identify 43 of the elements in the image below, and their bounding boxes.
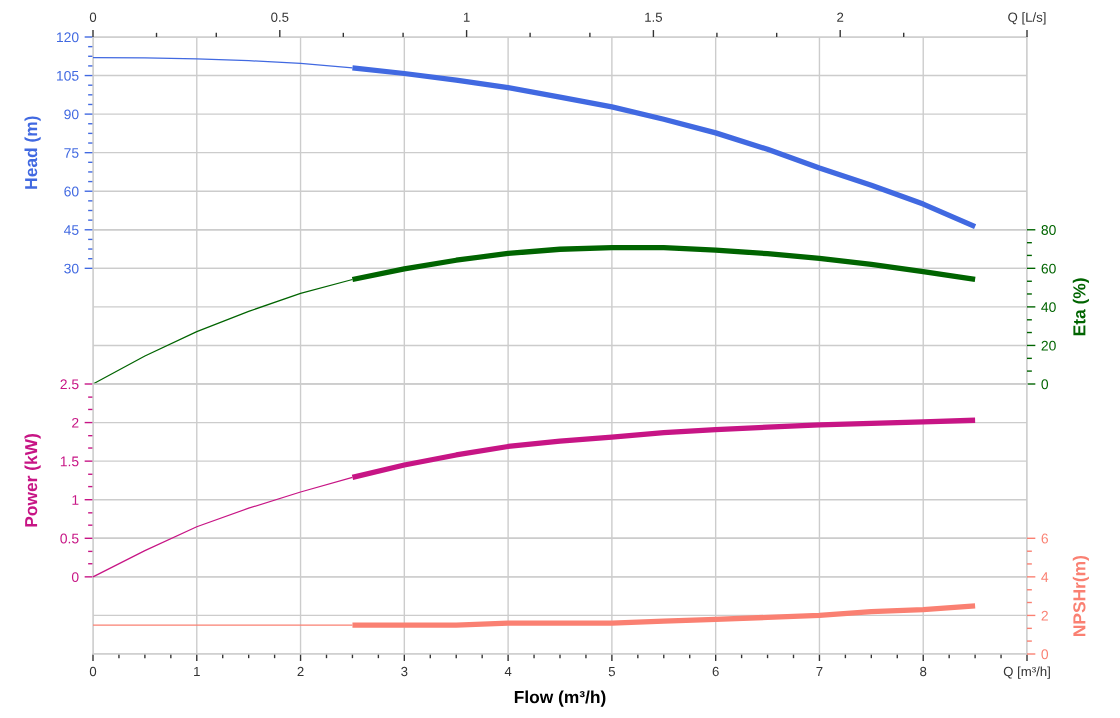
y-tick-label: 2 [72,417,79,428]
x-tick-label: 2 [297,666,304,677]
x-tick-label: 0 [89,666,97,677]
y2-tick-label: 0 [1041,649,1049,660]
y2-axis-title: Eta (%) [1072,278,1089,336]
y-tick-label: 45 [63,225,79,235]
y2-axis-title: NPSHr(m) [1072,556,1089,636]
y-axis-title: Head (m) [24,116,41,189]
x-tick-label: 5 [608,666,616,677]
y-tick-label: 2.5 [60,379,79,390]
y2-tick-label: 6 [1041,533,1048,544]
x-tick-label: 4 [504,666,512,677]
x2-tick-label: 0 [89,12,97,22]
y-axis-title: Power (kW) [24,434,41,527]
y-tick-label: 30 [64,263,79,274]
y-tick-label: 0.5 [60,533,79,544]
y2-tick-label: 4 [1041,572,1049,582]
x-tick-label: 8 [920,666,927,677]
y2-tick-label: 80 [1041,225,1056,235]
y-tick-label: 120 [57,32,79,43]
y-tick-label: 60 [64,186,79,197]
x-tick-label: 1 [194,666,200,677]
y-tick-label: 1.5 [60,456,79,467]
y-tick-label: 0 [71,572,79,583]
x-tick-label: 6 [712,666,719,677]
x2-tick-label: 1.5 [645,12,663,22]
x2-tick-label: Q [L/s] [1008,12,1046,25]
x2-tick-label: 0.5 [271,12,289,22]
x-tick-label: 3 [401,666,408,677]
y-tick-label: 105 [57,70,79,81]
x2-tick-label: 1 [463,12,470,22]
x2-tick-label: 2 [837,12,844,22]
y2-tick-label: 20 [1041,340,1056,351]
y-tick-label: 75 [64,148,79,158]
y-tick-label: 1 [72,495,79,505]
y-tick-label: 90 [64,109,79,120]
x-tick-label: 7 [816,666,823,677]
x-tick-label: Q [m³/h] [1003,666,1050,679]
y2-tick-label: 2 [1041,610,1048,621]
x-axis-title: Flow (m³/h) [514,690,606,707]
y2-tick-label: 0 [1041,379,1049,390]
y2-tick-label: 40 [1041,302,1056,313]
y2-tick-label: 60 [1041,263,1056,274]
